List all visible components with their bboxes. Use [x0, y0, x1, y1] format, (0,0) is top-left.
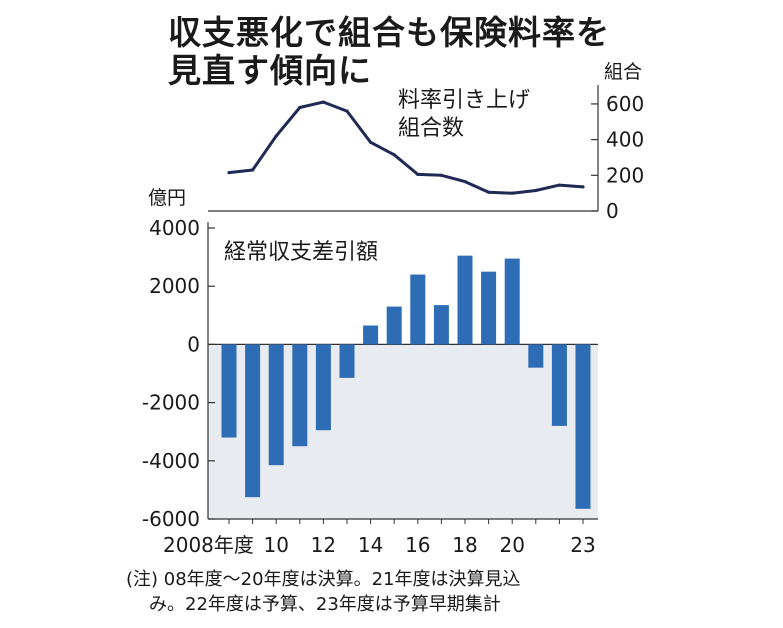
bar	[457, 255, 473, 345]
bar-y-tick-label: -6000	[142, 507, 200, 531]
line-point	[369, 140, 373, 144]
bar	[268, 344, 284, 466]
line-y-unit-label: 組合	[604, 61, 642, 83]
line-point	[274, 134, 278, 138]
bar	[575, 344, 591, 509]
line-point	[487, 190, 491, 194]
bar	[410, 274, 426, 345]
line-y-tick-label: 200	[606, 163, 644, 187]
chart-title-line-2: 見直す傾向に	[168, 51, 372, 90]
bar-x-tick-label: 2008年度	[163, 533, 254, 557]
line-point	[298, 105, 302, 110]
line-point	[321, 100, 325, 104]
bar	[292, 344, 308, 447]
bar-y-tick-label: -4000	[142, 449, 200, 473]
bar	[363, 325, 379, 345]
line-point	[534, 188, 538, 193]
bar-x-tick-label: 16	[405, 533, 430, 557]
line-point	[251, 168, 255, 172]
bar	[528, 344, 544, 368]
line-point	[227, 171, 231, 175]
bar	[481, 271, 497, 345]
line-y-tick-label: 0	[606, 199, 619, 223]
bar-x-tick-label: 10	[263, 533, 288, 557]
line-point	[345, 109, 349, 113]
bar-y-tick-label: -2000	[142, 391, 200, 415]
line-point	[416, 172, 420, 177]
bar-x-tick-label: 12	[311, 533, 336, 557]
bar	[433, 305, 449, 345]
bar-x-tick-label: 23	[570, 533, 595, 557]
line-point	[463, 179, 467, 184]
series-line	[228, 100, 584, 195]
bar-x-tick-label: 14	[358, 533, 383, 557]
line-point	[392, 153, 396, 157]
line-y-tick-label: 400	[606, 128, 644, 152]
bar-y-tick-label: 4000	[149, 216, 200, 240]
bar-y-unit-label: 億円	[148, 187, 186, 209]
line-series-label-2: 組合数	[398, 116, 464, 141]
line-point	[581, 185, 585, 189]
line-y-tick-label: 600	[606, 92, 644, 116]
bar-x-tick-label: 20	[499, 533, 524, 557]
line-series-label-1: 料率引き上げ	[398, 88, 530, 113]
bar	[504, 258, 520, 345]
line-point	[557, 183, 562, 187]
bar-y-tick-label: 0	[187, 332, 200, 356]
chart-title-line-1: 収支悪化で組合も保険料率を	[168, 13, 610, 52]
footnote-line-1: (注) 08年度〜20年度は決算。21年度は決算見込	[126, 569, 521, 590]
bar	[551, 344, 567, 426]
line-point	[439, 173, 443, 177]
line-point	[510, 191, 514, 195]
bar-y-tick-label: 2000	[149, 274, 200, 298]
bar	[221, 344, 237, 438]
footnote-line-2: み。22年度は予算、23年度は予算早期集計	[149, 594, 501, 615]
bar	[339, 344, 355, 378]
bar	[315, 344, 331, 431]
bar	[386, 306, 402, 345]
bar	[245, 344, 261, 498]
negative-region-background	[208, 344, 598, 519]
bar-x-tick-label: 18	[452, 533, 477, 557]
bar-series-label: 経常収支差引額	[224, 240, 378, 265]
